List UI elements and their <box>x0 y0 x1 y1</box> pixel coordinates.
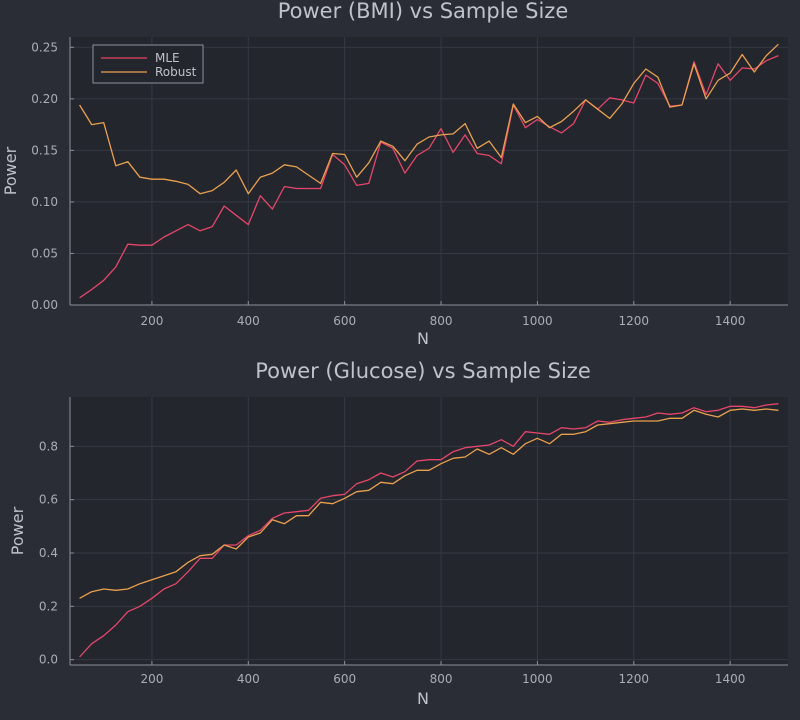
chart-title: Power (Glucose) vs Sample Size <box>255 359 590 383</box>
bmi-power-chart: 200 400 600 800 1000 1200 1400 0.00 0.05 0.10 0.15… <box>1 0 788 348</box>
y-tick-label: 0.6 <box>39 493 58 507</box>
series-line-robust <box>79 43 779 195</box>
y-tick-label: 0.00 <box>31 298 58 312</box>
glucose-power-chart: 200 400 600 800 1000 1200 14000.00.20.40.60.8 … <box>8 359 788 708</box>
legend-box <box>92 44 204 84</box>
y-tick-label: 0.20 <box>31 92 58 106</box>
series-line-robust <box>79 408 779 599</box>
x-tick-label: 1200 <box>619 672 650 686</box>
y-tick-label: 0.10 <box>31 195 58 209</box>
x-tick-label: 800 <box>430 672 453 686</box>
series-line-mle <box>79 55 779 299</box>
x-tick-label: 600 <box>333 314 356 328</box>
tick-labels: 200 400 600 800 1000 1200 1400 0.00 0.05 0.10 0.15… <box>31 40 745 328</box>
x-tick-label: 1200 <box>619 314 650 328</box>
y-axis-label: Power <box>8 506 27 555</box>
legend: MLE Robust <box>92 44 204 84</box>
y-tick-label: 0.8 <box>39 439 58 453</box>
x-tick-label: 200 <box>140 314 163 328</box>
series-layer <box>79 43 779 299</box>
x-tick-label: 400 <box>237 672 260 686</box>
x-tick-label: 1400 <box>715 672 746 686</box>
axes <box>69 397 788 666</box>
x-axis-label: N <box>417 689 429 708</box>
series-layer <box>79 403 779 658</box>
grid <box>70 397 788 665</box>
y-tick-label: 0.25 <box>31 40 58 54</box>
x-tick-label: 200 <box>140 672 163 686</box>
x-tick-label: 400 <box>237 314 260 328</box>
legend-label-robust: Robust <box>155 65 197 79</box>
y-tick-label: 0.05 <box>31 246 58 260</box>
x-tick-label: 600 <box>333 672 356 686</box>
plot-area <box>70 397 788 665</box>
x-tick-label: 1000 <box>522 672 553 686</box>
y-tick-label: 0.0 <box>39 653 58 667</box>
x-tick-label: 1400 <box>715 314 746 328</box>
y-tick-label: 0.15 <box>31 143 58 157</box>
axes <box>69 37 788 306</box>
series-line-mle <box>79 403 779 658</box>
y-tick-label: 0.2 <box>39 599 58 613</box>
x-tick-label: 1000 <box>522 314 553 328</box>
x-axis-label: N <box>417 329 429 348</box>
y-tick-label: 0.4 <box>39 546 58 560</box>
y-axis-label: Power <box>1 146 20 195</box>
tick-labels: 200 400 600 800 1000 1200 1400 0.0 0.2 0.4 0.6 0.8 <box>39 439 746 686</box>
x-tick-label: 800 <box>430 314 453 328</box>
chart-title: Power (BMI) vs Sample Size <box>278 0 569 23</box>
legend-label-mle: MLE <box>155 51 180 65</box>
